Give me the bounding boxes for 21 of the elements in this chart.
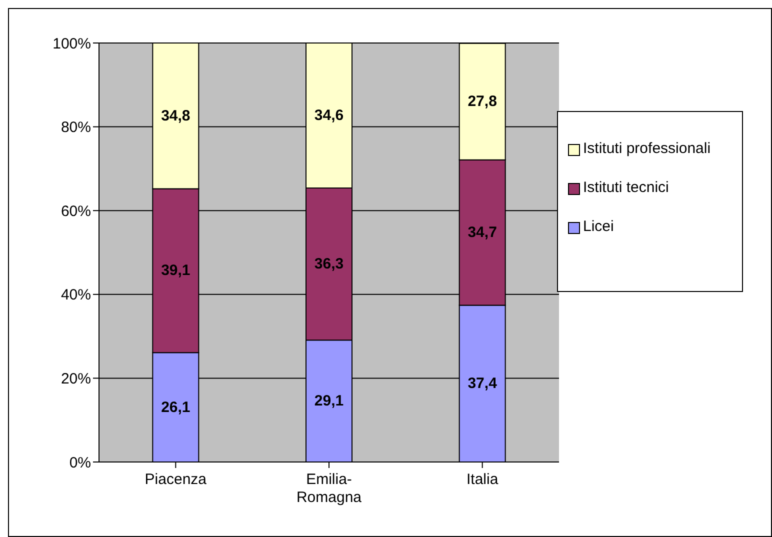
data-label: 39,1 [161,262,190,280]
x-tick-label: Emilia-Romagna [296,471,362,506]
y-tick-label: 0% [69,454,91,472]
x-tick-label: Italia [466,471,499,488]
y-tick-label: 40% [60,286,91,304]
data-label: 37,4 [468,375,498,392]
data-label: 36,3 [314,256,344,273]
y-tick-label: 80% [60,119,91,136]
y-tick-label: 20% [60,370,91,388]
data-label: 34,6 [314,106,344,124]
x-tick-label: Piacenza [144,471,208,488]
y-tick-label: 60% [60,202,91,220]
data-label: 34,8 [161,107,190,124]
legend-label: Licei [583,218,614,235]
legend-label: Istituti professionali [583,140,711,157]
y-tick-label: 100% [52,35,91,52]
legend-label: Istituti tecnici [583,179,669,196]
data-label: 27,8 [468,93,497,110]
data-label: 29,1 [314,392,344,410]
data-label: 26,1 [161,398,190,416]
data-label: 34,7 [468,224,497,242]
